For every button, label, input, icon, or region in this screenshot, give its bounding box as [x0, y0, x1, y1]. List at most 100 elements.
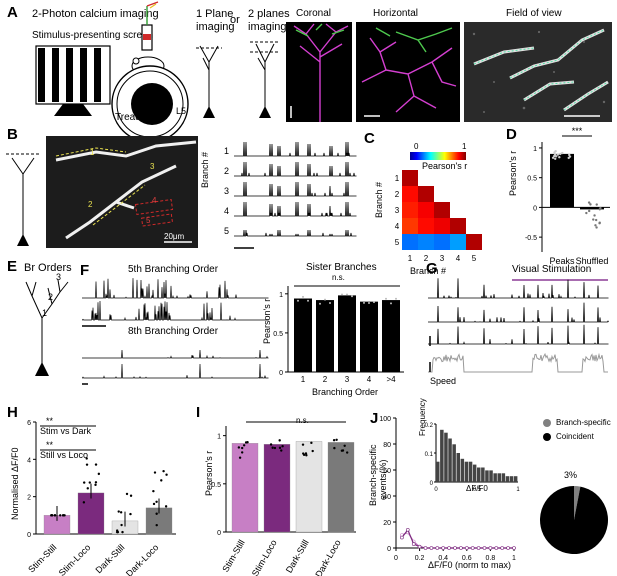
h-point — [129, 494, 133, 497]
h-point — [164, 505, 168, 508]
h-point — [155, 500, 158, 503]
f-xtick-1: 1 — [301, 375, 306, 384]
j-inset-bar — [513, 476, 518, 482]
i-bar-dark-loco — [327, 442, 355, 533]
j-point — [423, 546, 428, 550]
h-point — [85, 457, 88, 460]
f-xtick-3: 3 — [345, 375, 350, 384]
c-colorbar — [410, 152, 466, 160]
j-xtick-label: 0.4 — [438, 555, 448, 562]
e-order-1: 1 — [42, 308, 48, 318]
j-inset-bar — [460, 458, 465, 482]
i-point — [280, 449, 283, 452]
i-point — [246, 441, 249, 444]
h-ytick-label: 4 — [27, 457, 31, 464]
f-ytick-label: 1 — [279, 292, 283, 299]
b-img-label-2: 2 — [88, 200, 93, 209]
i-point — [278, 446, 282, 450]
j-ytick-label: 0 — [387, 546, 391, 553]
i-point — [302, 452, 305, 455]
j-ylabel-1: Branch-specific — [368, 444, 378, 506]
c-cell-4-1 — [402, 218, 418, 234]
panel-label-f: F — [80, 262, 90, 279]
f-point — [395, 297, 397, 300]
h-point — [155, 523, 158, 527]
j-xtick-label: 0.2 — [415, 555, 425, 562]
h-point — [116, 530, 120, 534]
d-point — [595, 203, 598, 206]
b-img-label-1: 1 — [90, 148, 95, 157]
i-point — [301, 443, 305, 446]
i-point — [238, 456, 242, 459]
h-point — [155, 512, 158, 515]
d-ytick-label: 0 — [533, 205, 537, 212]
f-ylabel: Pearson's r — [262, 298, 272, 344]
j-inset-xtick-label: 1 — [516, 487, 520, 493]
i-point — [278, 439, 281, 442]
c-cell-5-2 — [418, 234, 434, 250]
e-order-3: 3 — [56, 272, 62, 282]
b-trace-1 — [234, 141, 357, 157]
i-point — [271, 446, 274, 449]
j-inset-bar — [497, 473, 501, 482]
j-xtick-label: 0.6 — [462, 555, 472, 562]
j-legend-specific: Branch-specific — [556, 418, 611, 427]
d-bar-shuffled — [580, 207, 604, 210]
panel-label-j: J — [370, 410, 379, 427]
h-point — [59, 514, 62, 517]
d-point — [554, 157, 557, 160]
one-plane-label: 1 Plane — [196, 8, 234, 20]
i-point — [343, 444, 346, 447]
b-branch-axis: Branch # — [200, 151, 210, 188]
j-inset-xtick-label: 0.5 — [473, 487, 482, 493]
f-point — [324, 298, 326, 301]
b-row-1: 1 — [224, 146, 230, 156]
b-scale-label: 20μm — [164, 232, 185, 241]
c-cell-3-3 — [434, 202, 450, 218]
f-ytick-label: 0 — [279, 370, 283, 377]
j-inset-bar — [472, 464, 477, 482]
l5-label: L5 — [176, 106, 187, 116]
h-ytick-label: 6 — [27, 420, 31, 427]
j-inset-bar — [436, 461, 440, 482]
b-trace-5 — [234, 229, 357, 237]
c-cell-5-4 — [450, 234, 466, 250]
i-point — [240, 446, 244, 450]
f-xtick-5: >4 — [386, 375, 396, 384]
g-speed-trace — [428, 352, 608, 373]
j-inset-bar — [448, 438, 452, 482]
h-point — [120, 523, 123, 527]
j-inset-bar — [468, 461, 473, 482]
f-ytick-label: 0.5 — [273, 331, 283, 338]
f-xlabel: Branching Order — [312, 387, 379, 397]
panel-label-c: C — [364, 130, 375, 147]
d-point — [587, 209, 591, 213]
d-ytick-label: -0.5 — [525, 235, 537, 242]
f-bar-2 — [316, 300, 334, 372]
h-point — [153, 471, 157, 474]
f-point — [319, 302, 321, 305]
field-of-view-image — [464, 22, 612, 122]
f-ns: n.s. — [332, 273, 345, 282]
i-xtick-dark-loco: Dark-Loco — [313, 538, 342, 576]
h-point — [129, 512, 132, 516]
i-point — [305, 454, 308, 457]
c-cell-2-2 — [418, 186, 434, 202]
d-point — [592, 218, 595, 221]
j-legend-specific-dot — [543, 419, 551, 427]
h-ytick-label: 2 — [27, 495, 31, 502]
b-row-3: 3 — [224, 186, 230, 196]
f-point — [351, 295, 353, 298]
i-point — [310, 441, 313, 445]
j-point — [411, 542, 416, 546]
h-xtick-stim-still: Stim-Still — [26, 542, 58, 574]
i-point — [240, 451, 244, 454]
h-point — [97, 472, 101, 476]
panel-label-a: A — [7, 4, 18, 21]
j-xtick-label: 0 — [394, 555, 398, 562]
j-inset-bar — [501, 473, 506, 482]
b-row-2: 2 — [224, 166, 230, 176]
j-point — [417, 544, 422, 549]
c-ytick-3: 3 — [395, 206, 400, 215]
f-sister-title: Sister Branches — [306, 262, 377, 273]
